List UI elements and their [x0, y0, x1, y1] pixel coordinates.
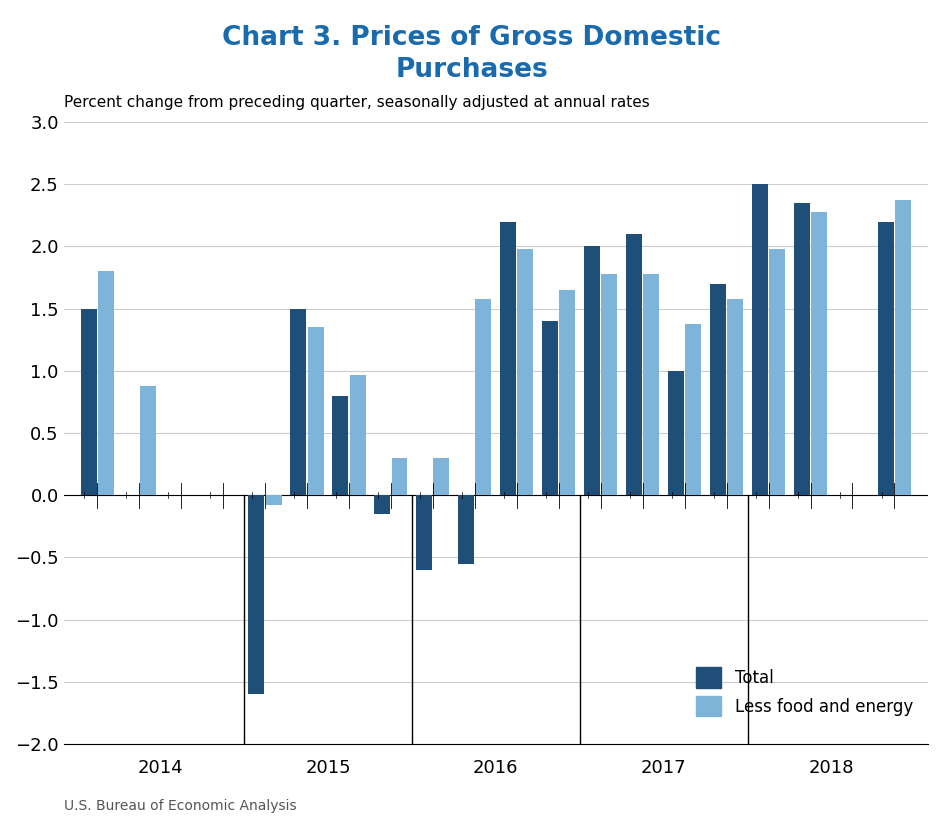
Bar — [811, 212, 827, 495]
Bar — [290, 309, 306, 495]
Bar — [710, 284, 726, 495]
Bar — [518, 249, 534, 495]
Bar — [727, 299, 743, 495]
Bar — [794, 203, 810, 495]
Bar — [584, 246, 600, 495]
Bar — [140, 386, 156, 495]
Bar — [248, 495, 264, 694]
Bar — [458, 495, 474, 564]
Bar — [752, 184, 768, 495]
Text: 2015: 2015 — [306, 759, 351, 776]
Bar — [686, 324, 702, 495]
Text: Percent change from preceding quarter, seasonally adjusted at annual rates: Percent change from preceding quarter, s… — [63, 94, 650, 109]
Bar — [374, 495, 390, 514]
Bar — [643, 274, 659, 495]
Bar — [895, 200, 911, 495]
Bar — [350, 374, 366, 495]
Bar — [434, 458, 450, 495]
Bar — [769, 249, 786, 495]
Bar — [559, 290, 575, 495]
Bar — [878, 222, 894, 495]
Text: U.S. Bureau of Economic Analysis: U.S. Bureau of Economic Analysis — [63, 799, 296, 813]
Bar — [80, 309, 96, 495]
Bar — [266, 495, 282, 505]
Text: 2017: 2017 — [641, 759, 687, 776]
Text: 2014: 2014 — [138, 759, 183, 776]
Text: Chart 3. Prices of Gross Domestic
Purchases: Chart 3. Prices of Gross Domestic Purcha… — [222, 25, 721, 83]
Bar — [307, 327, 323, 495]
Bar — [416, 495, 432, 570]
Bar — [668, 371, 684, 495]
Bar — [475, 299, 491, 495]
Bar — [602, 274, 618, 495]
Bar — [500, 222, 516, 495]
Bar — [391, 458, 407, 495]
Bar — [98, 271, 114, 495]
Bar — [332, 395, 348, 495]
Bar — [542, 321, 558, 495]
Text: 2018: 2018 — [809, 759, 854, 776]
Text: 2016: 2016 — [473, 759, 519, 776]
Bar — [626, 234, 642, 495]
Legend: Total, Less food and energy: Total, Less food and energy — [689, 661, 919, 723]
